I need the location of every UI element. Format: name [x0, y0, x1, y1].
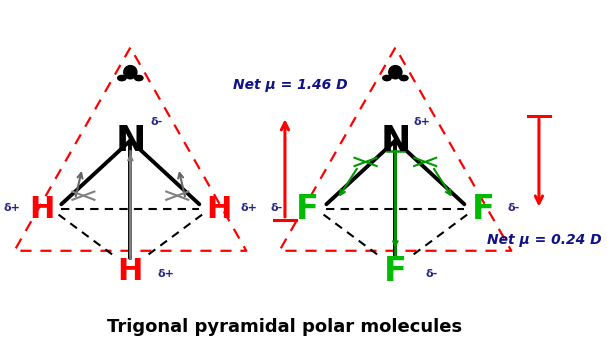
Text: Trigonal pyramidal polar molecules: Trigonal pyramidal polar molecules [107, 317, 463, 336]
Ellipse shape [124, 65, 137, 79]
Text: δ-: δ- [425, 269, 438, 279]
Circle shape [399, 75, 408, 80]
Circle shape [135, 75, 143, 80]
Text: N: N [115, 124, 146, 158]
Text: δ-: δ- [508, 203, 520, 213]
Text: H: H [206, 195, 231, 224]
Text: N: N [380, 124, 410, 158]
Text: F: F [472, 193, 495, 226]
Text: δ+: δ+ [240, 203, 257, 213]
Text: H: H [118, 257, 143, 286]
Text: δ+: δ+ [413, 117, 430, 127]
Ellipse shape [389, 65, 402, 79]
Text: Net μ = 0.24 D: Net μ = 0.24 D [487, 233, 602, 247]
Text: δ+: δ+ [158, 269, 175, 279]
Text: H: H [29, 195, 55, 224]
Circle shape [382, 75, 391, 80]
Text: F: F [384, 255, 407, 288]
Circle shape [118, 75, 126, 80]
Text: Net μ = 1.46 D: Net μ = 1.46 D [233, 78, 348, 92]
Text: δ-: δ- [151, 117, 163, 127]
Text: δ-: δ- [271, 203, 283, 213]
Text: δ+: δ+ [3, 203, 20, 213]
Text: F: F [296, 193, 319, 226]
